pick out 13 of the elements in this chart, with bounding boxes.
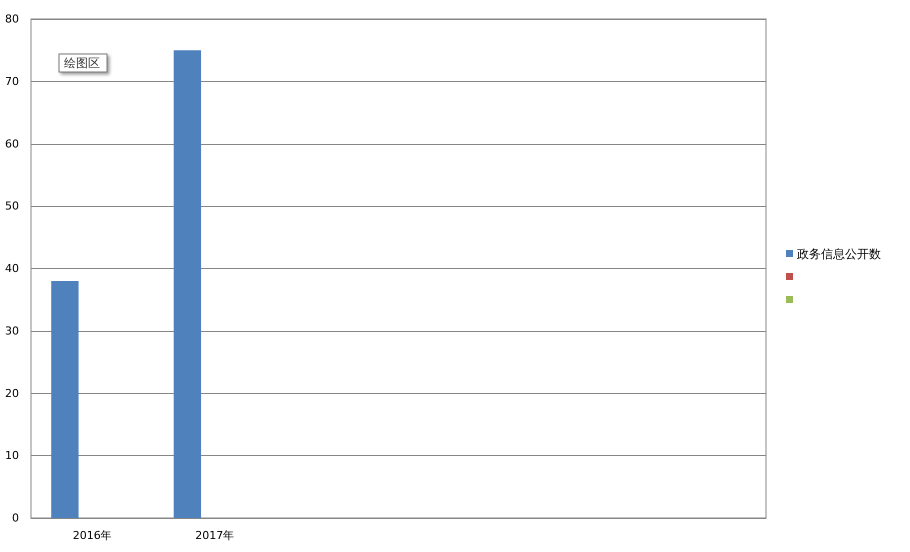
y-tick-label: 30: [5, 324, 19, 338]
legend-label: 政务信息公开数: [797, 247, 881, 261]
y-tick-label: 80: [5, 12, 19, 26]
y-tick-label: 60: [5, 137, 19, 150]
y-tick-label: 20: [5, 386, 19, 400]
x-tick-label: 2016年: [72, 529, 112, 542]
annotation: 绘图区: [64, 56, 100, 70]
y-tick-label: 0: [12, 512, 19, 524]
y-tick-label: 50: [5, 200, 19, 213]
y-tick-label: 40: [5, 262, 19, 275]
y-tick-label: 10: [5, 449, 19, 462]
y-tick-label: 70: [5, 74, 19, 88]
x-tick-label: 2017年: [195, 529, 234, 542]
